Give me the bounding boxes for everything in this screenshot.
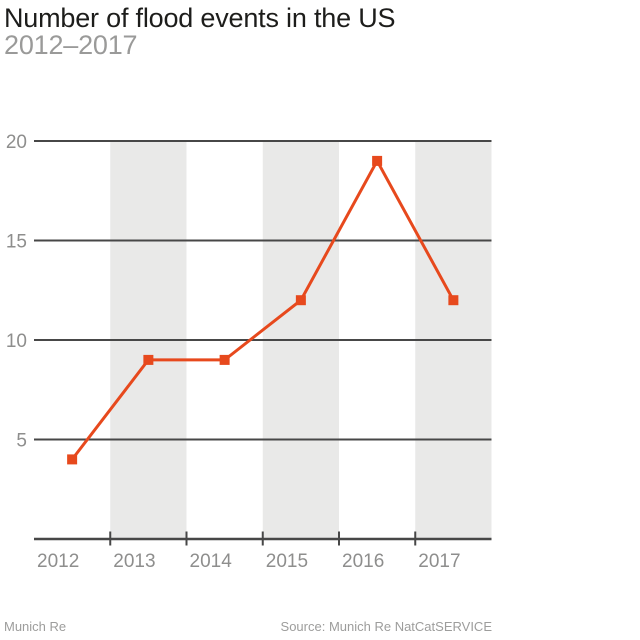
data-point-2016 [372,155,383,166]
y-tick-label-5: 5 [16,431,27,452]
data-point-2014 [219,354,230,365]
brand-label: Munich Re [4,619,67,634]
data-point-2017 [448,295,459,306]
x-tick-label-2014: 2014 [190,551,233,572]
data-point-2012 [67,454,78,465]
chart-subtitle: 2012–2017 [4,30,138,60]
x-tick-label-2016: 2016 [342,551,384,572]
x-tick-label-2013: 2013 [113,551,155,572]
x-tick-label-2015: 2015 [266,551,308,572]
chart-title: Number of flood events in the US [4,3,396,33]
y-tick-label-10: 10 [6,331,27,352]
source-label: Source: Munich Re NatCatSERVICE [280,619,492,634]
data-line [70,157,455,461]
data-point-2015 [295,295,306,306]
x-tick-label-2017: 2017 [418,551,460,572]
data-point-2013 [143,354,154,365]
x-tick-label-2012: 2012 [37,551,79,572]
y-tick-label-15: 15 [6,232,27,253]
y-tick-label-20: 20 [6,132,27,153]
